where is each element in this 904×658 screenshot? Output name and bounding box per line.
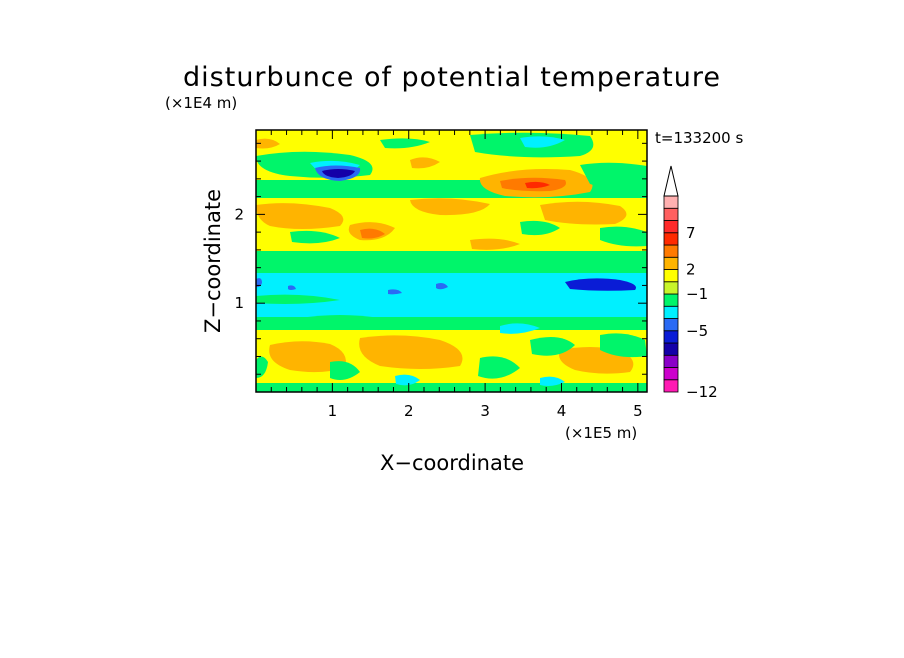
colorbar-swatch	[663, 207, 679, 221]
blob-mid-blue-5	[288, 285, 296, 290]
blob-lower-cyan-2	[540, 376, 565, 386]
blob-lower-green-3	[478, 356, 520, 379]
blob-top-cyan-2	[520, 136, 565, 148]
band-surface-green	[256, 383, 647, 392]
colorbar-swatch	[663, 256, 679, 270]
x-tick-label: 3	[480, 402, 490, 420]
y-tick-label: 1	[234, 294, 244, 312]
blob-upper-orange-3	[410, 198, 490, 216]
colorbar-swatch	[663, 367, 679, 381]
colorbar-swatch	[663, 354, 679, 368]
colorbar: −12−5−127	[663, 165, 718, 401]
colorbar-swatch	[663, 293, 679, 307]
blob-upper-orange-4	[540, 201, 627, 225]
blob-upper-green-3	[600, 226, 647, 247]
colorbar-tick-label: 2	[686, 261, 696, 279]
colorbar-tick-label: −1	[686, 285, 708, 303]
blob-mid-blue-2	[256, 278, 262, 288]
axes: 1 2 3 4 5 1 2	[234, 130, 647, 420]
colorbar-extend-arrow	[663, 165, 679, 197]
blob-mid-blue-3	[436, 283, 448, 290]
colorbar-tick-label: −5	[686, 322, 708, 340]
blob-top-orange-3	[256, 138, 280, 149]
blob-mid-blue-4	[388, 289, 402, 295]
y-axis-label: Z−coordinate	[201, 189, 225, 333]
blob-upper-green-4	[400, 186, 460, 196]
colorbar-swatch	[663, 269, 679, 283]
blob-upper-green-1	[290, 230, 340, 244]
colorbar-swatch	[663, 220, 679, 234]
blob-lower-green-1	[256, 356, 268, 378]
blob-top-orange-2	[410, 157, 440, 169]
colorbar-swatch	[663, 305, 679, 319]
contour-field	[256, 130, 647, 392]
blob-upper-green-2	[520, 220, 560, 236]
colorbar-swatch	[663, 281, 679, 295]
blob-upper-orange-1	[256, 203, 344, 229]
blob-lower-cyan-3	[500, 323, 540, 334]
x-tick-label: 2	[404, 402, 414, 420]
blob-mid-green-2	[300, 315, 380, 323]
colorbar-swatch	[663, 244, 679, 258]
blob-top-green-4	[380, 138, 430, 149]
x-tick-label: 5	[633, 402, 643, 420]
colorbar-swatch	[663, 232, 679, 246]
x-scale-label: (×1E5 m)	[565, 424, 637, 442]
y-tick-label: 2	[234, 205, 244, 223]
plot-frame	[255, 129, 648, 393]
blob-upper-darkorange-1	[360, 228, 385, 239]
blob-lower-orange-1	[269, 341, 346, 373]
blob-top-darkblue-1	[322, 169, 355, 178]
colorbar-swatch	[663, 342, 679, 356]
blob-lower-green-2	[330, 361, 360, 380]
blob-lower-green-4	[530, 336, 575, 356]
blob-upper-orange-5	[470, 238, 520, 250]
blob-mid-green-1	[256, 294, 340, 304]
blob-lower-cyan-1	[395, 374, 420, 386]
colorbar-swatch	[663, 318, 679, 332]
blob-mid-blue-1	[565, 278, 636, 291]
x-tick-label: 1	[328, 402, 338, 420]
colorbar-swatch	[663, 379, 679, 393]
x-axis-label: X−coordinate	[380, 451, 524, 475]
blob-lower-orange-2	[359, 335, 463, 369]
blob-top-red-1	[525, 181, 550, 189]
chart-title: disturbunce of potential temperature	[183, 62, 721, 93]
time-label: t=133200 s	[655, 129, 743, 147]
colorbar-tick-label: 7	[686, 224, 696, 242]
colorbar-tick-label: −12	[686, 383, 718, 401]
blob-lower-green-5	[600, 333, 647, 358]
colorbar-swatch	[663, 330, 679, 344]
blob-top-green-3	[580, 162, 647, 191]
x-tick-label: 4	[557, 402, 567, 420]
band-mid-green	[256, 251, 647, 273]
colorbar-swatch	[663, 195, 679, 209]
y-scale-label: (×1E4 m)	[165, 94, 237, 112]
